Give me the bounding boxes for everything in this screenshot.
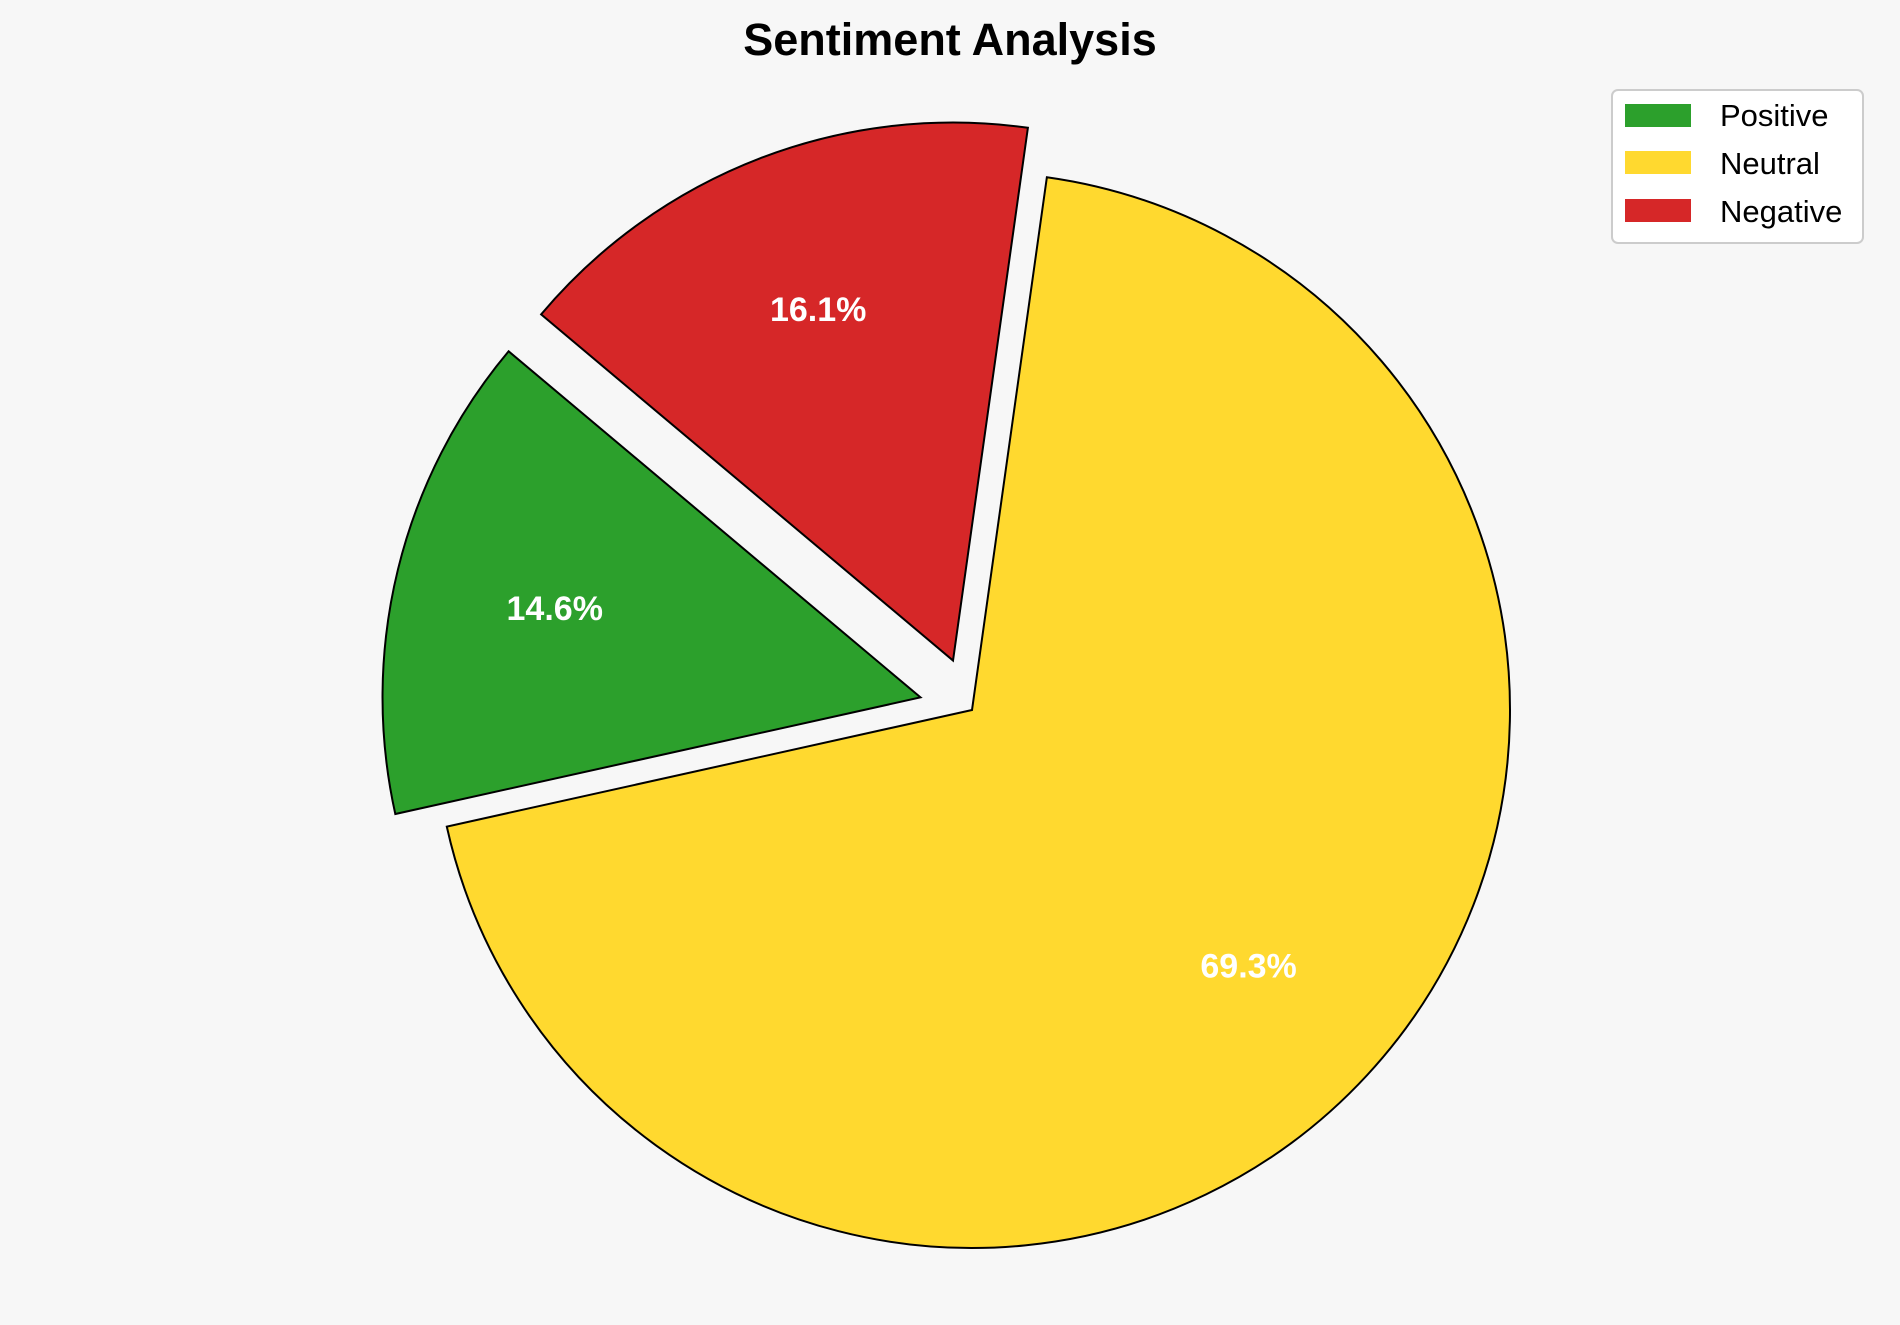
legend: Positive Neutral Negative <box>1611 89 1864 244</box>
legend-label-negative: Negative <box>1720 194 1842 229</box>
pie-slice-negative <box>539 121 1030 663</box>
pie-slice-neutral <box>445 176 1511 1249</box>
legend-patch-positive <box>1625 104 1691 127</box>
slice-label-negative: 16.1% <box>770 291 866 329</box>
pie-labels: 14.6% 69.3% 16.1% <box>507 291 1297 986</box>
legend-patch-negative <box>1625 199 1691 222</box>
pie-slices <box>381 121 1511 1249</box>
slice-label-positive: 14.6% <box>507 590 603 628</box>
legend-patch-neutral <box>1625 151 1691 174</box>
slice-label-neutral: 69.3% <box>1200 948 1296 986</box>
legend-label-neutral: Neutral <box>1720 146 1820 181</box>
chart-title: Sentiment Analysis <box>743 14 1156 65</box>
legend-label-positive: Positive <box>1720 98 1829 133</box>
pie-slice-positive <box>381 349 923 816</box>
